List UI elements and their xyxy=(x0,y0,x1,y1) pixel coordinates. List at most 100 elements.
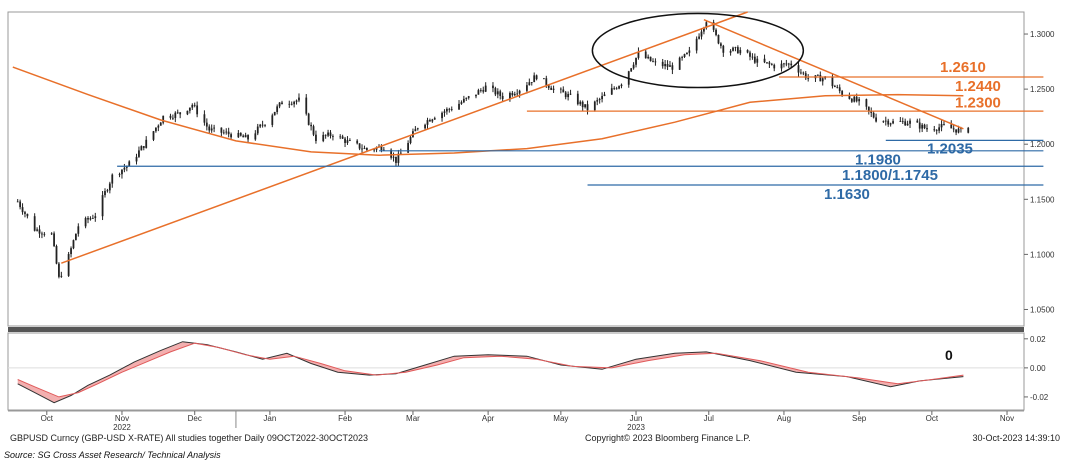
candle-body xyxy=(698,36,700,39)
candle-body xyxy=(104,191,106,196)
candle-body xyxy=(892,121,894,124)
candle-body xyxy=(237,132,240,138)
candle-body xyxy=(884,120,887,122)
candle-body xyxy=(58,263,60,277)
candle-body xyxy=(327,132,329,136)
candle-body xyxy=(943,124,945,125)
x-axis-month-label: Jun xyxy=(630,414,643,423)
candle-body xyxy=(865,99,868,107)
candle-body xyxy=(339,136,342,138)
candle-body xyxy=(462,98,465,103)
candle-body xyxy=(358,143,361,149)
candle-body xyxy=(128,161,131,166)
candle-body xyxy=(579,101,582,105)
candle-body xyxy=(310,124,313,127)
candle-body xyxy=(448,108,451,110)
candle-body xyxy=(264,124,266,126)
candle-body xyxy=(477,90,480,95)
candle-body xyxy=(479,90,482,91)
candle-body xyxy=(906,123,909,126)
candle-body xyxy=(142,146,145,148)
candle-body xyxy=(530,82,533,83)
candle-body xyxy=(746,50,749,53)
candle-body xyxy=(494,88,497,95)
candle-body xyxy=(550,87,553,90)
price-y-tick-label: 1.1000 xyxy=(1030,250,1055,259)
price-y-tick-label: 1.1500 xyxy=(1030,195,1055,204)
osc-y-tick-label: -0.02 xyxy=(1030,393,1049,402)
candle-body xyxy=(763,58,766,63)
x-axis-month-label: Nov xyxy=(115,414,129,423)
candle-body xyxy=(288,103,291,105)
candle-body xyxy=(938,127,941,131)
x-axis-month-label: Mar xyxy=(406,414,420,423)
security-description: GBPUSD Curncy (GBP-USD X-RATE) All studi… xyxy=(10,433,368,443)
candle-body xyxy=(60,275,63,277)
candle-body xyxy=(222,132,225,134)
candle-body xyxy=(950,124,953,129)
candle-body xyxy=(736,47,739,54)
candle-body xyxy=(610,88,613,95)
x-axis-month-label: Oct xyxy=(41,414,54,423)
candle-body xyxy=(36,229,38,231)
candle-body xyxy=(433,118,436,120)
candle-body xyxy=(278,102,281,107)
candle-body xyxy=(957,128,960,133)
candle-body xyxy=(276,106,279,112)
x-axis-month-label: Sep xyxy=(852,414,867,423)
osc-y-tick-label: 0.02 xyxy=(1030,335,1046,344)
osc-y-tick-label: 0.00 xyxy=(1030,364,1046,373)
candle-body xyxy=(768,62,771,65)
candle-body xyxy=(712,22,715,30)
candle-body xyxy=(191,104,194,108)
candle-body xyxy=(681,57,684,58)
candle-body xyxy=(16,201,19,203)
candle-body xyxy=(227,131,230,135)
x-axis-year-label: 2023 xyxy=(627,423,645,432)
candle-body xyxy=(516,93,519,95)
candle-body xyxy=(833,86,836,87)
candle-body xyxy=(24,212,26,214)
candle-body xyxy=(501,95,504,100)
candle-body xyxy=(188,107,191,111)
candle-body xyxy=(125,165,128,168)
candle-body xyxy=(729,50,732,53)
candle-body xyxy=(838,87,841,92)
candle-body xyxy=(686,52,688,55)
candle-body xyxy=(390,149,393,158)
candle-body xyxy=(618,86,620,89)
annotation-ellipse xyxy=(591,12,805,89)
candle-body xyxy=(940,124,943,128)
candle-body xyxy=(802,72,805,74)
candle-body xyxy=(785,63,788,65)
candle-body xyxy=(635,57,637,65)
price-y-tick-label: 1.0500 xyxy=(1030,305,1055,314)
candle-body xyxy=(586,104,589,111)
candle-body xyxy=(780,63,783,69)
candle-body xyxy=(312,126,315,135)
candle-body xyxy=(135,156,138,162)
candle-body xyxy=(593,101,596,111)
copyright-notice: Copyright© 2023 Bloomberg Finance L.P. xyxy=(585,433,751,443)
x-axis-year-label: 2022 xyxy=(113,423,131,432)
candle-body xyxy=(858,99,861,102)
candle-body xyxy=(295,100,298,102)
level-label: 1.1630 xyxy=(824,186,870,203)
candle-body xyxy=(603,94,606,96)
candle-body xyxy=(613,88,616,89)
candle-body xyxy=(569,93,572,95)
candle-body xyxy=(715,29,717,35)
candle-body xyxy=(797,65,800,73)
candle-body xyxy=(140,146,143,151)
candle-body xyxy=(324,134,327,136)
candle-body xyxy=(159,122,162,126)
candle-body xyxy=(695,38,698,51)
x-axis-month-label: Aug xyxy=(777,414,791,423)
candle-body xyxy=(123,167,126,170)
x-axis-month-label: Oct xyxy=(926,414,939,423)
candle-body xyxy=(567,94,570,98)
candle-body xyxy=(273,111,276,116)
candle-body xyxy=(322,134,325,141)
candle-body xyxy=(43,233,46,235)
